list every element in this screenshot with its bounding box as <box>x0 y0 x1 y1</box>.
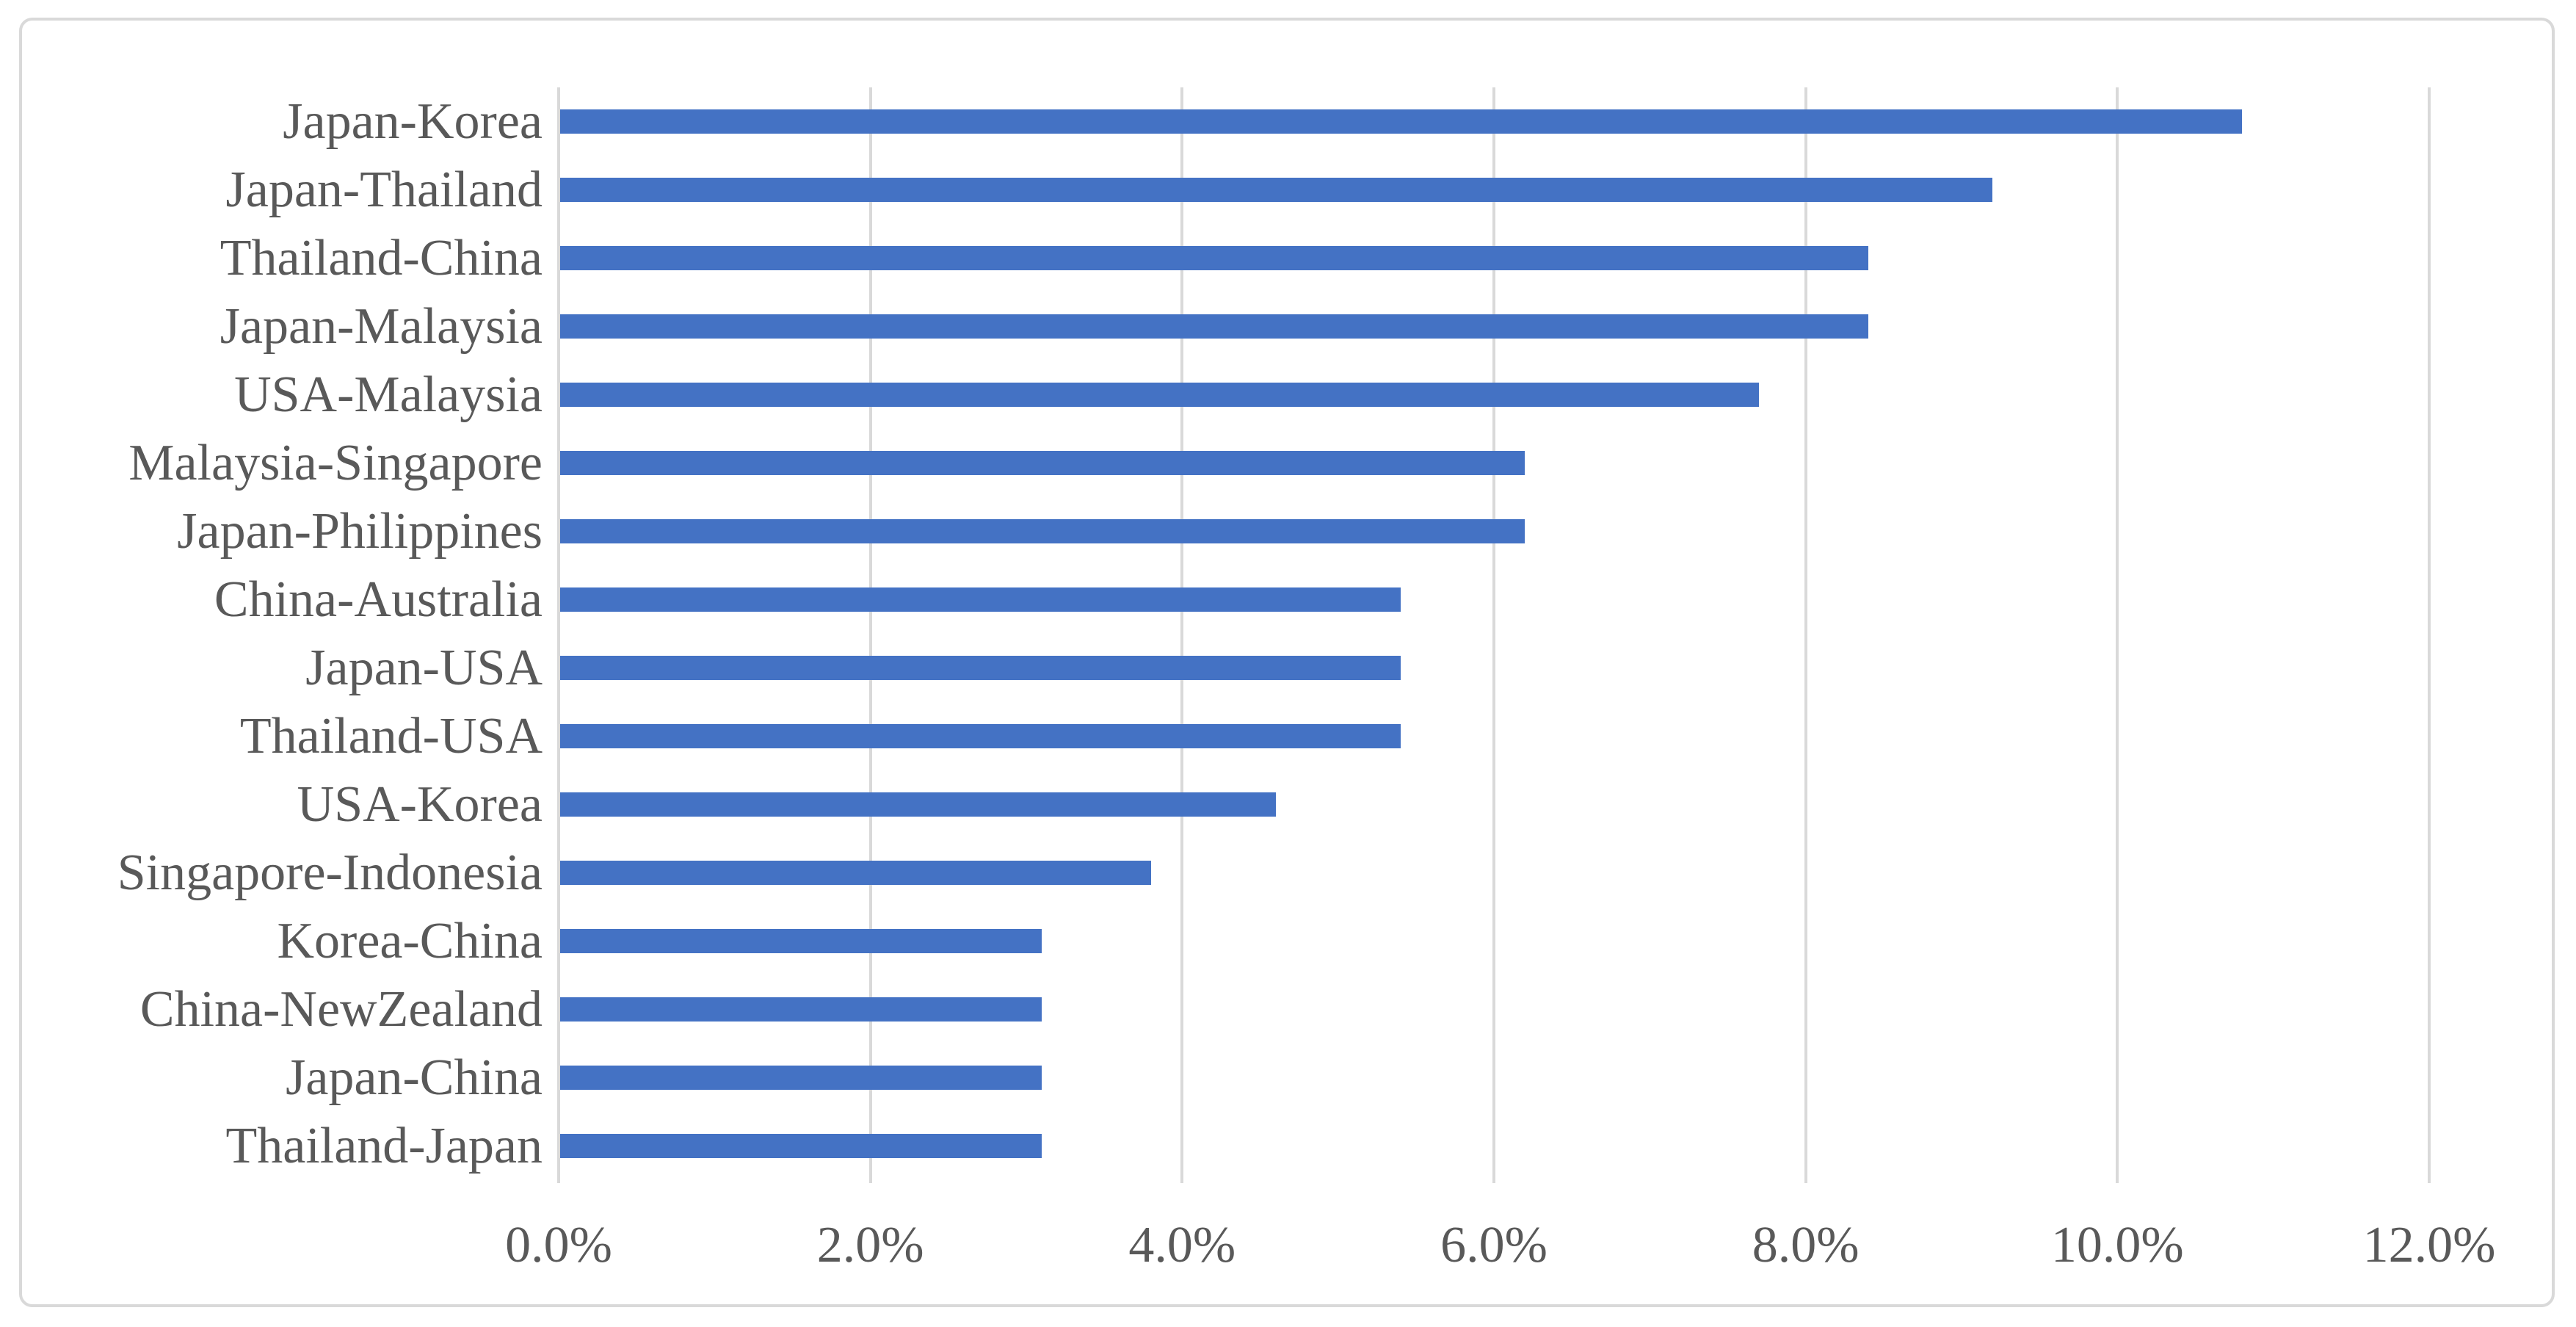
category-label: USA-Malaysia <box>234 366 543 423</box>
x-tick-label: 8.0% <box>1752 1217 1860 1273</box>
x-tick-label: 10.0% <box>2050 1217 2184 1273</box>
gridline <box>868 87 872 1183</box>
category-label: Japan-USA <box>305 639 543 696</box>
gridline <box>1180 87 1184 1183</box>
bar-japan-philippines <box>560 519 1525 543</box>
bar-thailand-usa <box>560 724 1401 748</box>
category-label: Japan-Thailand <box>225 161 543 218</box>
bar-japan-usa <box>560 656 1401 680</box>
category-label: China-Australia <box>214 571 543 628</box>
bar-usa-korea <box>560 792 1276 817</box>
category-label: Korea-China <box>277 912 543 969</box>
bar-korea-china <box>560 929 1042 953</box>
bar-japan-korea <box>560 109 2243 134</box>
category-label: Japan-China <box>286 1049 543 1106</box>
gridline <box>1804 87 1807 1183</box>
gridline <box>2428 87 2431 1183</box>
bar-japan-thailand <box>560 178 1993 202</box>
category-label: Thailand-Japan <box>225 1117 543 1174</box>
bar-thailand-china <box>560 246 1868 270</box>
value-axis-line <box>557 87 560 1183</box>
x-tick-label: 2.0% <box>816 1217 924 1273</box>
category-label: Japan-Korea <box>283 93 543 150</box>
category-label: China-NewZealand <box>139 980 543 1038</box>
category-label: Malaysia-Singapore <box>128 434 543 491</box>
bar-china-newzealand <box>560 997 1042 1022</box>
bar-japan-malaysia <box>560 314 1868 339</box>
bar-thailand-japan <box>560 1134 1042 1158</box>
chart-frame: Japan-Korea Japan-Thailand Thailand-China J… <box>19 18 2555 1307</box>
bar-japan-china <box>560 1066 1042 1090</box>
x-tick-label: 12.0% <box>2362 1217 2496 1273</box>
gridline <box>1492 87 1495 1183</box>
bar-malaysia-singapore <box>560 451 1525 475</box>
category-label: Singapore-Indonesia <box>117 844 543 901</box>
x-tick-label: 6.0% <box>1440 1217 1548 1273</box>
category-label: Thailand-China <box>219 229 543 286</box>
category-label: Japan-Philippines <box>177 502 543 560</box>
bar-china-australia <box>560 587 1401 612</box>
x-tick-label: 4.0% <box>1128 1217 1236 1273</box>
category-label: Thailand-USA <box>239 707 543 764</box>
gridline <box>2116 87 2119 1183</box>
x-tick-label: 0.0% <box>505 1217 612 1273</box>
bar-usa-malaysia <box>560 383 1759 407</box>
bar-singapore-indonesia <box>560 861 1151 885</box>
category-label: Japan-Malaysia <box>219 297 543 355</box>
category-label: USA-Korea <box>297 775 543 833</box>
